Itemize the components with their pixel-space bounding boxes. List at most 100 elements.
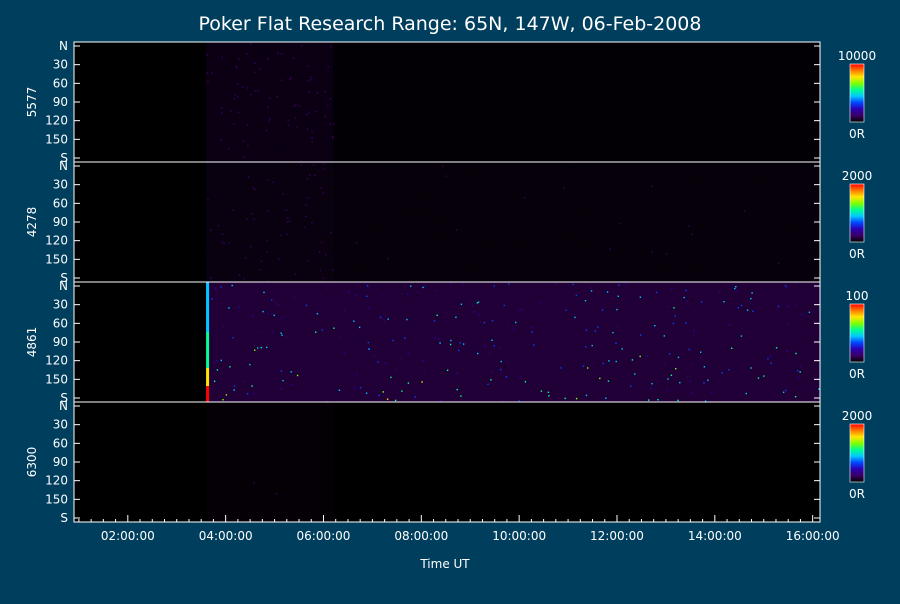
y-tick-label: S [60, 511, 68, 525]
intensity-pixel [287, 217, 289, 219]
intensity-pixel [234, 427, 237, 430]
intensity-pixel [303, 45, 306, 48]
intensity-pixel [391, 60, 393, 62]
intensity-pixel [728, 369, 730, 371]
intensity-pixel [377, 395, 380, 397]
intensity-pixel [433, 232, 436, 234]
intensity-pixel [246, 393, 249, 395]
intensity-pixel [309, 174, 311, 176]
intensity-pixel [228, 307, 230, 309]
intensity-pixel [278, 304, 280, 306]
intensity-pixel [221, 233, 224, 235]
intensity-pixel [547, 391, 550, 393]
intensity-pixel [293, 297, 296, 299]
intensity-pixel [458, 349, 460, 352]
y-tick-label: 120 [45, 474, 68, 488]
intensity-pixel [282, 479, 284, 481]
onset-streak [206, 372, 210, 374]
intensity-pixel [318, 251, 321, 253]
intensity-pixel [763, 181, 765, 184]
intensity-pixel [299, 492, 302, 494]
intensity-pixel [395, 368, 397, 371]
intensity-pixel [269, 49, 271, 51]
intensity-pixel [671, 288, 673, 290]
intensity-pixel [465, 170, 467, 173]
intensity-pixel [779, 171, 781, 173]
intensity-pixel [548, 395, 550, 397]
intensity-pixel [257, 330, 260, 333]
intensity-pixel [763, 375, 765, 377]
intensity-pixel [786, 286, 788, 288]
intensity-pixel [390, 376, 392, 379]
intensity-pixel [267, 210, 270, 212]
intensity-pixel [290, 371, 292, 373]
intensity-pixel [621, 348, 623, 350]
intensity-pixel [599, 377, 601, 380]
intensity-pixel [745, 392, 747, 395]
y-tick-label: 150 [45, 252, 68, 266]
intensity-pixel [478, 269, 480, 271]
intensity-pixel [440, 400, 442, 402]
intensity-pixel [316, 143, 319, 145]
intensity-pixel [262, 211, 264, 213]
onset-streak [206, 328, 210, 330]
intensity-pixel [321, 115, 323, 117]
intensity-pixel [291, 149, 293, 151]
intensity-pixel [301, 169, 303, 171]
y-tick-label: 30 [53, 178, 68, 192]
onset-streak [206, 378, 210, 380]
intensity-pixel [242, 140, 245, 143]
intensity-pixel [303, 520, 306, 522]
intensity-pixel [285, 335, 288, 338]
intensity-pixel [266, 239, 268, 241]
intensity-pixel [282, 380, 284, 382]
intensity-pixel [775, 347, 778, 349]
intensity-pixel [305, 215, 307, 218]
intensity-pixel [267, 312, 270, 314]
intensity-pixel [685, 322, 687, 324]
intensity-pixel [505, 376, 508, 378]
intensity-pixel [254, 188, 256, 191]
intensity-pixel [355, 242, 358, 244]
intensity-segment [206, 42, 334, 162]
intensity-pixel [228, 148, 230, 150]
y-tick-label: 60 [53, 196, 68, 210]
intensity-pixel [757, 377, 760, 379]
intensity-pixel [274, 463, 276, 465]
intensity-pixel [361, 45, 363, 47]
intensity-pixel [513, 329, 515, 331]
colorbar-frame [849, 303, 865, 363]
intensity-pixel [700, 351, 702, 353]
onset-streak [206, 364, 210, 366]
intensity-pixel [355, 294, 357, 297]
intensity-pixel [688, 225, 690, 227]
intensity-pixel [674, 315, 676, 317]
intensity-pixel [266, 346, 268, 348]
onset-streak [206, 362, 210, 364]
intensity-pixel [207, 411, 209, 414]
x-tick-label: 08:00:00 [394, 529, 448, 543]
intensity-pixel [651, 383, 653, 385]
x-tick-label: 16:00:00 [786, 529, 840, 543]
intensity-pixel [295, 469, 297, 472]
intensity-pixel [363, 69, 366, 71]
intensity-pixel [373, 355, 375, 357]
intensity-pixel [310, 76, 312, 78]
intensity-pixel [267, 179, 269, 181]
intensity-pixel [623, 220, 625, 222]
intensity-pixel [811, 119, 813, 122]
onset-streak [206, 300, 210, 302]
intensity-pixel [383, 224, 385, 226]
intensity-pixel [206, 76, 209, 78]
intensity-pixel [401, 390, 403, 392]
intensity-pixel [559, 45, 561, 48]
onset-streak [206, 284, 210, 286]
intensity-pixel [786, 350, 788, 352]
intensity-pixel [304, 92, 307, 95]
intensity-pixel [605, 397, 607, 399]
intensity-pixel [417, 290, 419, 293]
intensity-pixel [286, 221, 288, 223]
intensity-pixel [500, 263, 502, 265]
intensity-pixel [512, 241, 514, 243]
